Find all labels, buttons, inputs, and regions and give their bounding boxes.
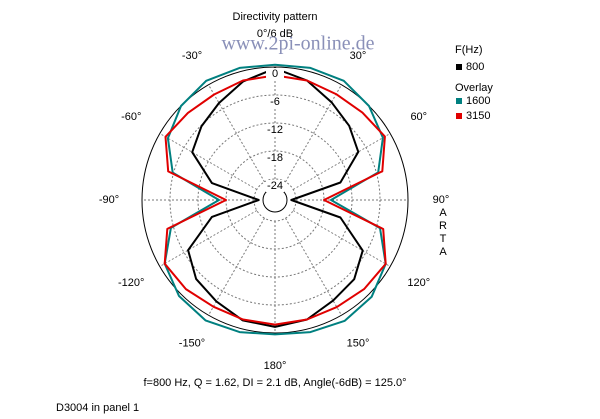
ring	[197, 122, 353, 278]
theta-tick-label: 0°/6 dB	[257, 28, 293, 40]
legend-swatch	[456, 64, 462, 70]
legend-title: F(Hz)	[455, 44, 483, 56]
theta-tick-label: -90°	[99, 194, 119, 206]
ring	[169, 94, 381, 306]
theta-tick-label: 150°	[347, 338, 370, 350]
ring	[141, 66, 409, 334]
theta-tick-label: 30°	[350, 50, 367, 62]
watermark: www.2pi-online.de	[221, 33, 374, 55]
spoke	[292, 133, 391, 190]
r-tick-bg	[266, 96, 284, 108]
r-tick-bg	[266, 152, 284, 164]
r-tick-label: 0	[272, 68, 278, 80]
r-tick-bg	[266, 68, 284, 80]
r-tick-bg	[266, 180, 284, 192]
theta-tick-label: -150°	[179, 338, 205, 350]
legend-swatch	[456, 113, 462, 119]
legend-label: 800	[466, 61, 484, 73]
legend-label: 1600	[466, 95, 490, 107]
chart-title: Directivity pattern	[233, 11, 318, 23]
theta-tick-label: 120°	[407, 277, 430, 289]
panel-label: D3004 in panel 1	[56, 402, 139, 414]
legend-swatch	[456, 98, 462, 104]
spoke	[285, 84, 342, 183]
r-tick-label: -18	[267, 152, 283, 164]
r-tick-label: -6	[270, 96, 280, 108]
theta-tick-label: 90°	[433, 194, 450, 206]
footer: f=800 Hz, Q = 1.62, DI = 2.1 dB, Angle(-…	[143, 377, 406, 389]
legend-label: 3150	[466, 110, 490, 122]
ring	[253, 178, 297, 222]
r-tick-label: -24	[267, 180, 283, 192]
theta-tick-label: 180°	[264, 360, 287, 372]
theta-tick-label: -120°	[118, 277, 144, 289]
r-tick-bg	[266, 124, 284, 136]
grid: 0°/6 dB 30° 60° 90° 120° 150° 180° -150° -120° -9…	[99, 28, 449, 372]
theta-tick-label: -60°	[121, 111, 141, 123]
theta-tick-label: -30°	[182, 50, 202, 62]
plot	[163, 63, 387, 336]
r-tick-label: -12	[267, 124, 283, 136]
overlay-title: Overlay	[455, 82, 493, 94]
series-line	[163, 74, 387, 326]
theta-tick-label: 60°	[410, 111, 427, 123]
